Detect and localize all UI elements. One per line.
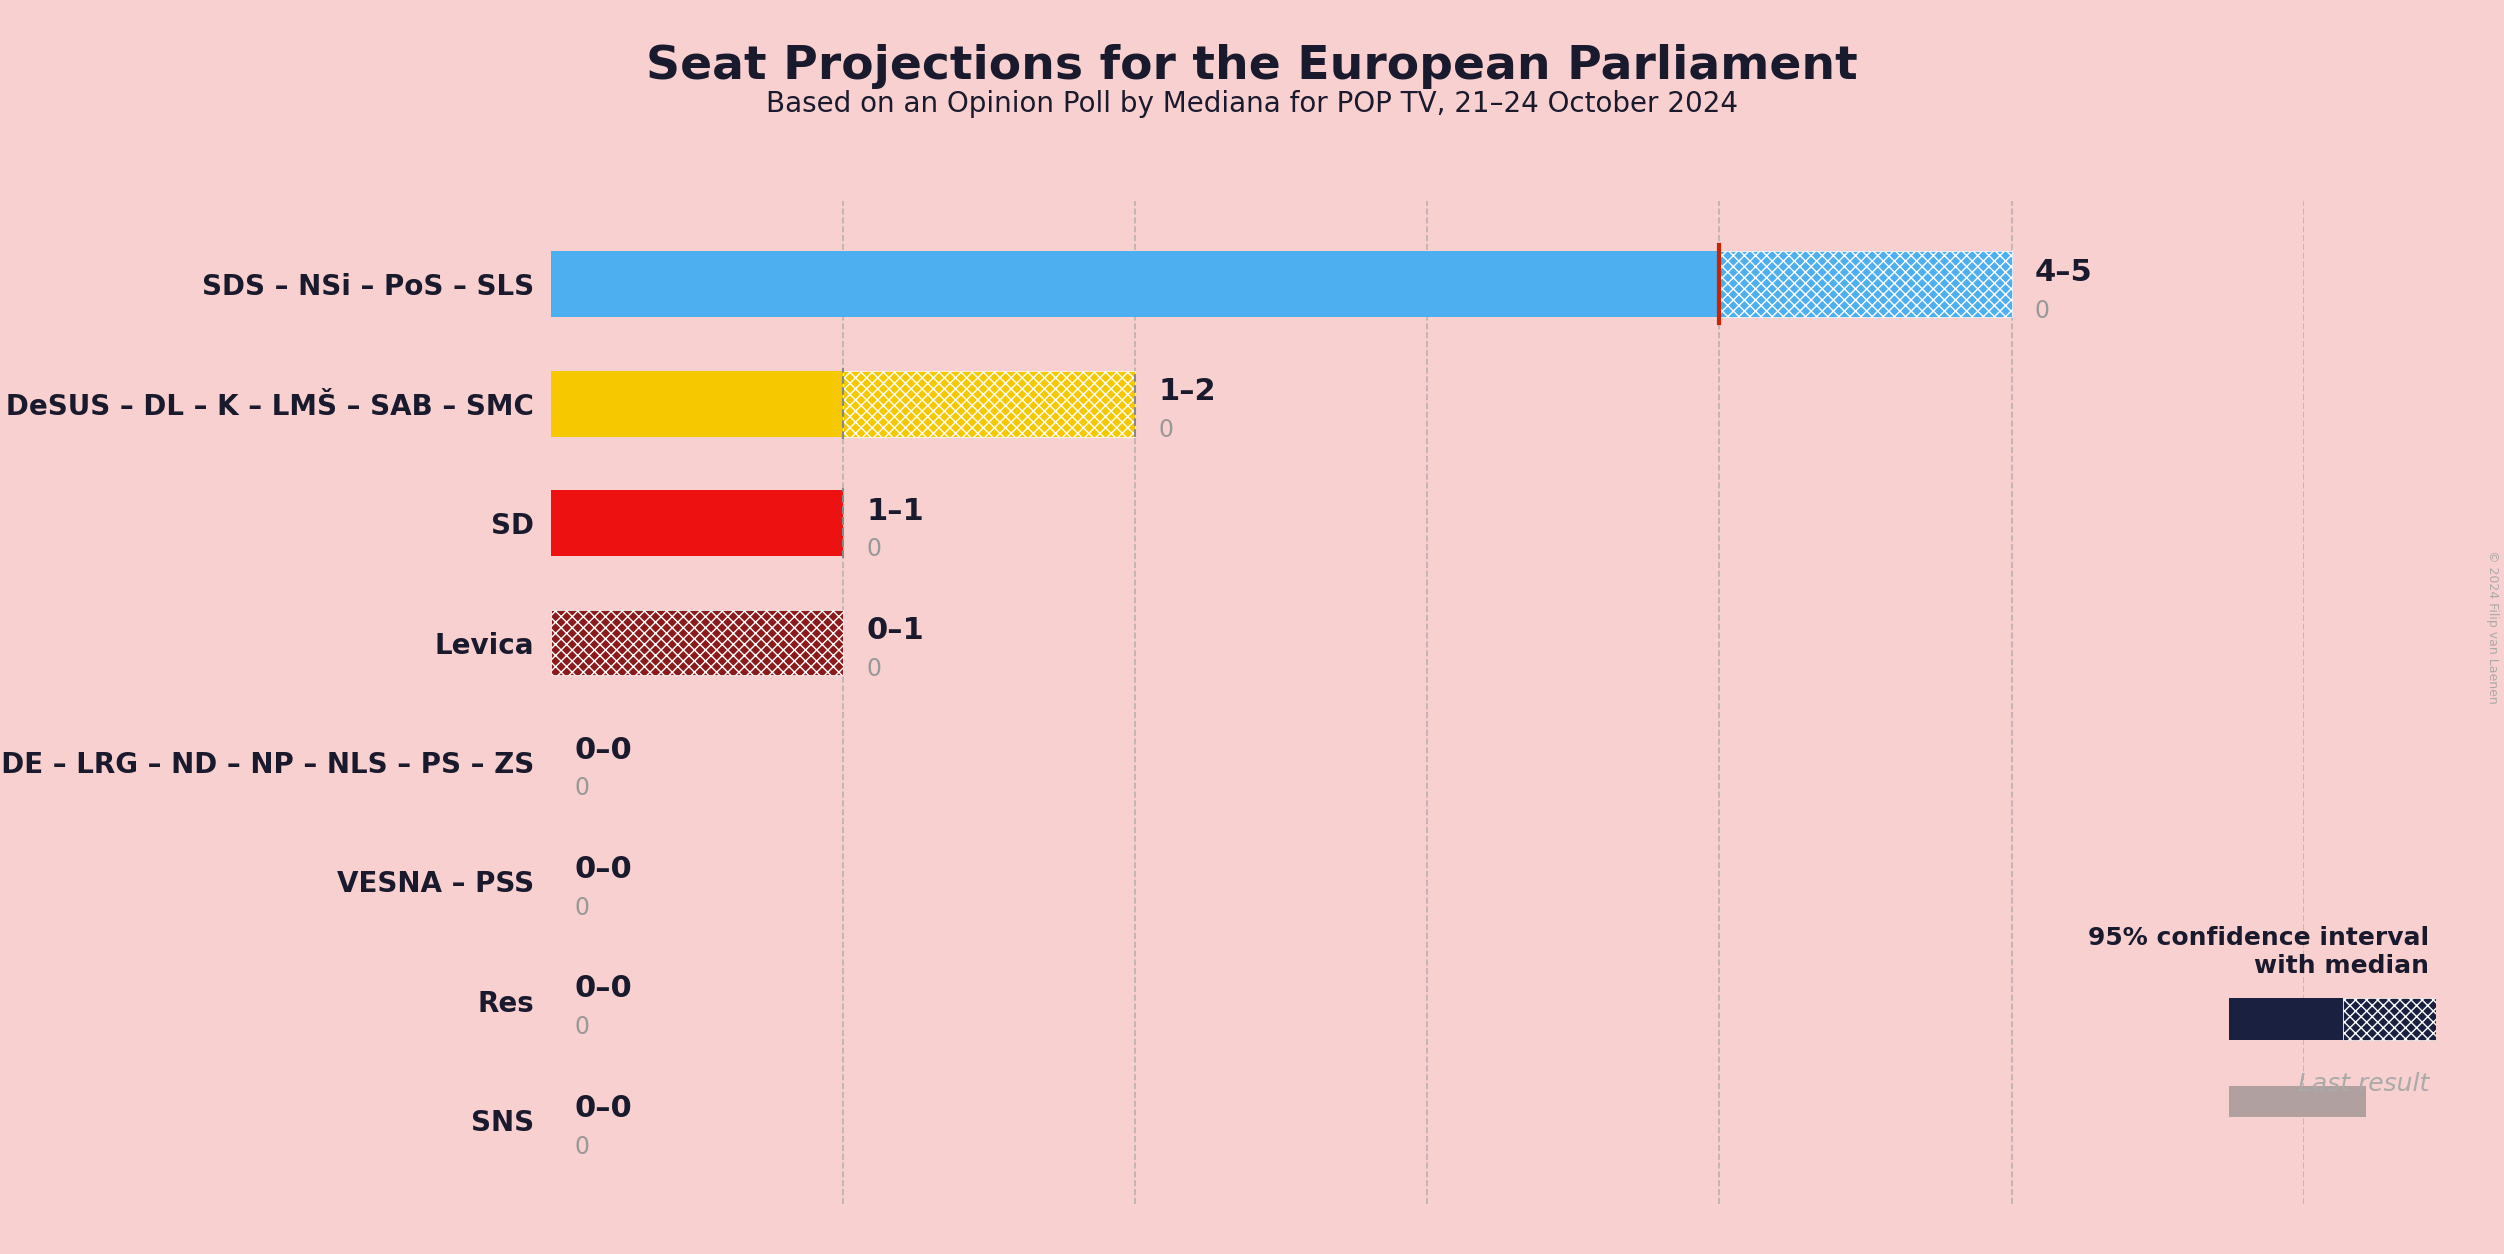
Text: 0: 0: [866, 657, 881, 681]
Text: Based on an Opinion Poll by Mediana for POP TV, 21–24 October 2024: Based on an Opinion Poll by Mediana for …: [766, 90, 1738, 118]
Text: 4–5: 4–5: [2036, 258, 2093, 287]
Text: 0: 0: [573, 776, 588, 800]
Text: Last result: Last result: [2299, 1072, 2429, 1096]
Bar: [551, 609, 844, 676]
Text: 1–2: 1–2: [1159, 377, 1217, 406]
Text: 95% confidence interval
with median: 95% confidence interval with median: [2088, 927, 2429, 978]
Bar: [2229, 998, 2344, 1040]
Text: 0–0: 0–0: [573, 974, 631, 1003]
Bar: [551, 609, 844, 676]
Text: 0–0: 0–0: [573, 855, 631, 884]
Bar: [2344, 998, 2436, 1040]
Text: 0: 0: [1159, 418, 1174, 441]
Text: 0: 0: [2036, 298, 2051, 322]
Text: 0–0: 0–0: [573, 1093, 631, 1122]
Text: 0: 0: [866, 538, 881, 562]
Bar: [551, 490, 844, 556]
Text: 0: 0: [573, 1014, 588, 1040]
Bar: [2229, 1086, 2366, 1117]
Text: © 2024 Filip van Laenen: © 2024 Filip van Laenen: [2486, 551, 2499, 703]
Bar: [551, 371, 844, 436]
Text: 0: 0: [573, 895, 588, 919]
Text: 1–1: 1–1: [866, 497, 924, 525]
Text: 0–0: 0–0: [573, 736, 631, 765]
Text: 0: 0: [573, 1135, 588, 1159]
Text: Seat Projections for the European Parliament: Seat Projections for the European Parlia…: [646, 44, 1858, 89]
Bar: [844, 371, 1134, 436]
Bar: [1720, 251, 2011, 317]
Text: 0–1: 0–1: [866, 616, 924, 645]
Bar: [551, 251, 1720, 317]
